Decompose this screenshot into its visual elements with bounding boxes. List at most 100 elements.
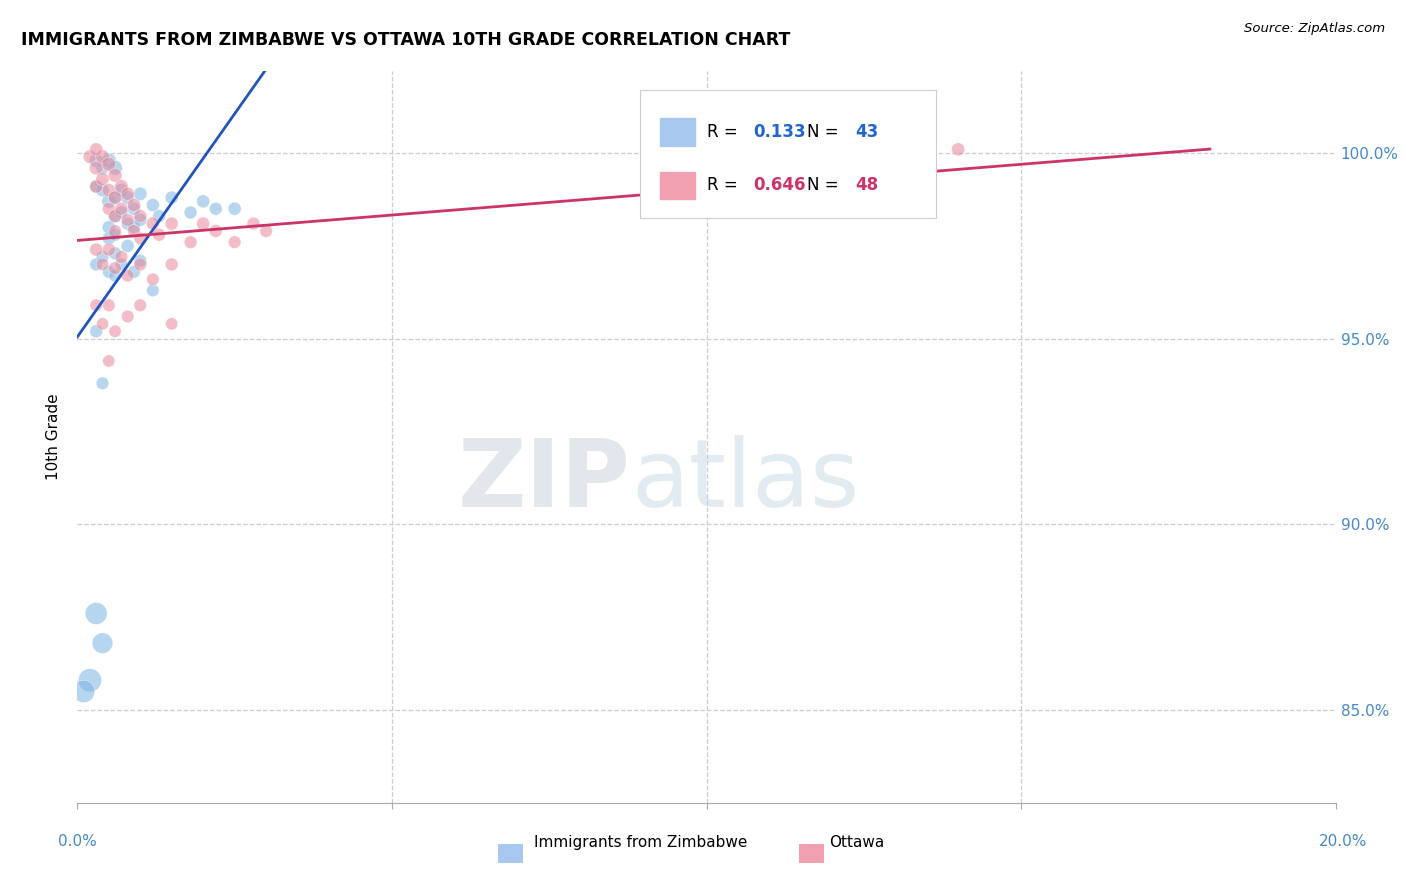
Point (204, 224, 226, 238)
Point (110, 257, 132, 271)
Point (122, 220, 145, 235)
Point (129, 257, 152, 271)
Text: R =: R = (707, 177, 742, 194)
Point (117, 239, 139, 253)
Point (142, 272, 165, 286)
Point (97, 202, 120, 216)
Point (91, 317, 114, 331)
Point (104, 268, 127, 283)
Point (97, 243, 120, 257)
Point (129, 212, 152, 227)
Point (84, 298, 107, 312)
Point (110, 205, 132, 219)
Point (191, 194, 215, 209)
Text: R =: R = (707, 123, 742, 141)
Text: IMMIGRANTS FROM ZIMBABWE VS OTTAWA 10TH GRADE CORRELATION CHART: IMMIGRANTS FROM ZIMBABWE VS OTTAWA 10TH … (21, 31, 790, 49)
Point (129, 298, 152, 312)
Point (104, 161, 127, 175)
Point (224, 202, 246, 216)
Point (97, 157, 120, 171)
Text: 48: 48 (855, 177, 879, 194)
Point (84, 179, 107, 194)
Point (72, 684, 94, 698)
Point (104, 209, 127, 223)
Point (129, 209, 152, 223)
Point (110, 179, 132, 194)
Point (180, 235, 202, 249)
Point (104, 324, 127, 338)
Point (104, 191, 127, 205)
Point (104, 169, 127, 183)
Point (142, 217, 165, 231)
Point (91, 636, 114, 650)
Point (148, 227, 170, 242)
Point (84, 161, 107, 175)
Point (84, 324, 107, 338)
Point (191, 217, 215, 231)
Point (104, 227, 127, 242)
Point (148, 209, 170, 223)
Point (97, 153, 120, 168)
Point (97, 354, 120, 368)
Point (91, 376, 114, 391)
Point (91, 172, 114, 186)
FancyBboxPatch shape (659, 171, 695, 200)
Point (110, 183, 132, 197)
Point (160, 317, 183, 331)
Point (97, 183, 120, 197)
FancyBboxPatch shape (659, 118, 695, 146)
Point (84, 607, 107, 621)
Point (84, 243, 107, 257)
Text: N =: N = (807, 177, 844, 194)
Point (117, 217, 139, 231)
Point (117, 310, 139, 324)
Point (91, 257, 114, 271)
Point (160, 191, 183, 205)
Text: 43: 43 (855, 123, 879, 141)
Text: 20.0%: 20.0% (1319, 834, 1367, 849)
Text: Immigrants from Zimbabwe: Immigrants from Zimbabwe (534, 836, 748, 850)
Point (97, 231, 120, 245)
Point (122, 202, 145, 216)
Text: Source: ZipAtlas.com: Source: ZipAtlas.com (1244, 22, 1385, 36)
Point (204, 202, 226, 216)
Point (91, 183, 114, 197)
Point (160, 257, 183, 271)
Point (97, 220, 120, 235)
Text: N =: N = (807, 123, 844, 141)
Point (110, 202, 132, 216)
Point (91, 150, 114, 164)
Point (122, 224, 145, 238)
Point (79, 673, 101, 688)
Text: 0.0%: 0.0% (58, 834, 97, 849)
Point (79, 150, 101, 164)
Point (948, 142, 970, 156)
Point (180, 205, 202, 219)
Point (104, 261, 127, 276)
Text: atlas: atlas (631, 435, 859, 527)
Point (117, 212, 139, 227)
FancyBboxPatch shape (640, 89, 935, 218)
Point (122, 265, 145, 279)
Point (142, 284, 165, 298)
Text: 0.646: 0.646 (754, 177, 806, 194)
Point (129, 231, 152, 245)
Point (242, 217, 264, 231)
Point (129, 253, 152, 268)
Point (91, 250, 114, 264)
Point (104, 224, 127, 238)
Point (97, 298, 120, 312)
Point (224, 235, 246, 249)
Text: 0.133: 0.133 (754, 123, 806, 141)
Text: Ottawa: Ottawa (830, 836, 884, 850)
Point (122, 198, 145, 212)
Y-axis label: 10th Grade: 10th Grade (46, 393, 62, 481)
Point (97, 265, 120, 279)
Point (142, 198, 165, 212)
Point (91, 161, 114, 175)
Point (254, 224, 277, 238)
Point (104, 246, 127, 260)
Point (104, 191, 127, 205)
Point (84, 179, 107, 194)
Point (117, 268, 139, 283)
